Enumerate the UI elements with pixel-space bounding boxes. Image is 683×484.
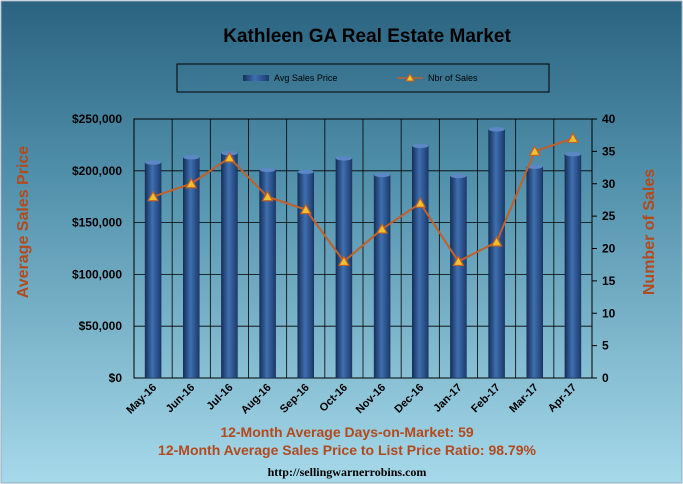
point-May-16 [147,190,160,202]
bar-cap [259,167,276,172]
bar-Apr-17 [564,153,582,379]
legend-label-nbr-of-sales: Nbr of Sales [428,73,478,83]
y-tick-label: $150,000 [72,216,122,230]
line-series [147,132,579,267]
point-Jan-17 [452,255,465,267]
legend-item-nbr-of-sales: Nbr of Sales [397,72,478,83]
footer-days-on-market: 12-Month Average Days-on-Market: 59 [220,424,474,440]
point-Nov-16 [376,222,389,234]
bar-Feb-17 [488,129,505,379]
y2-axis-title: Number of Sales [641,169,658,295]
bar-Nov-16 [373,174,391,379]
bar-cap [488,127,505,132]
bar-series [144,127,582,379]
y2-tick-label: 20 [602,242,616,256]
y-tick-label: $200,000 [72,164,122,178]
point-Feb-17 [490,235,503,247]
bar-cap [183,155,200,160]
chart-title: Kathleen GA Real Estate Market [223,26,511,47]
y2-tick-label: 0 [602,371,609,385]
point-Sep-16 [299,203,312,215]
point-Mar-17 [528,145,541,156]
point-Jun-16 [185,177,198,189]
y2-tick-label: 40 [602,112,616,126]
line-nbr-of-sales [152,137,574,263]
y-tick-label: $250,000 [72,112,122,126]
bar-cap [412,143,429,149]
bar-cap [145,160,162,165]
point-Oct-16 [337,255,350,267]
legend: Avg Sales Price Nbr of Sales [176,63,550,93]
bar-Oct-16 [335,158,353,379]
legend-box [176,63,550,93]
bar-cap [450,173,467,179]
bar-Mar-17 [526,166,543,379]
y2-tick-label: 30 [602,177,616,191]
legend-swatch-bar [243,75,269,81]
y2-tick-label: 10 [602,306,616,320]
y-tick-label: $50,000 [79,319,123,333]
bar-cap [335,156,352,161]
bar-Jul-16 [221,152,238,379]
footer-price-ratio: 12-Month Average Sales Price to List Pri… [158,442,536,458]
bar-cap [526,164,543,169]
point-Aug-16 [261,190,274,202]
point-Apr-17 [566,132,579,144]
bar-Dec-16 [412,145,429,379]
footer-url[interactable]: http://sellingwarnerrobins.com [268,465,427,479]
legend-label-avg-sales-price: Avg Sales Price [274,73,337,83]
legend-swatch-marker [405,72,415,82]
point-Jul-16 [223,151,236,163]
y-tick-label: $100,000 [72,267,122,281]
legend-item-avg-sales-price: Avg Sales Price [243,73,337,83]
y2-tick-label: 5 [602,339,609,353]
bar-cap [297,169,314,175]
point-Dec-16 [414,196,427,208]
y2-tick-label: 35 [602,144,616,158]
bar-cap [564,152,581,157]
y2-tick-label: 15 [602,274,616,288]
y-tick-label: $0 [109,371,123,385]
bar-Sep-16 [297,171,314,379]
y2-tick-label: 25 [602,209,616,223]
y-axis-title: Average Sales Price [15,146,32,299]
bar-Jan-17 [450,175,467,379]
bar-Jun-16 [183,157,200,379]
bar-cap [374,172,391,178]
